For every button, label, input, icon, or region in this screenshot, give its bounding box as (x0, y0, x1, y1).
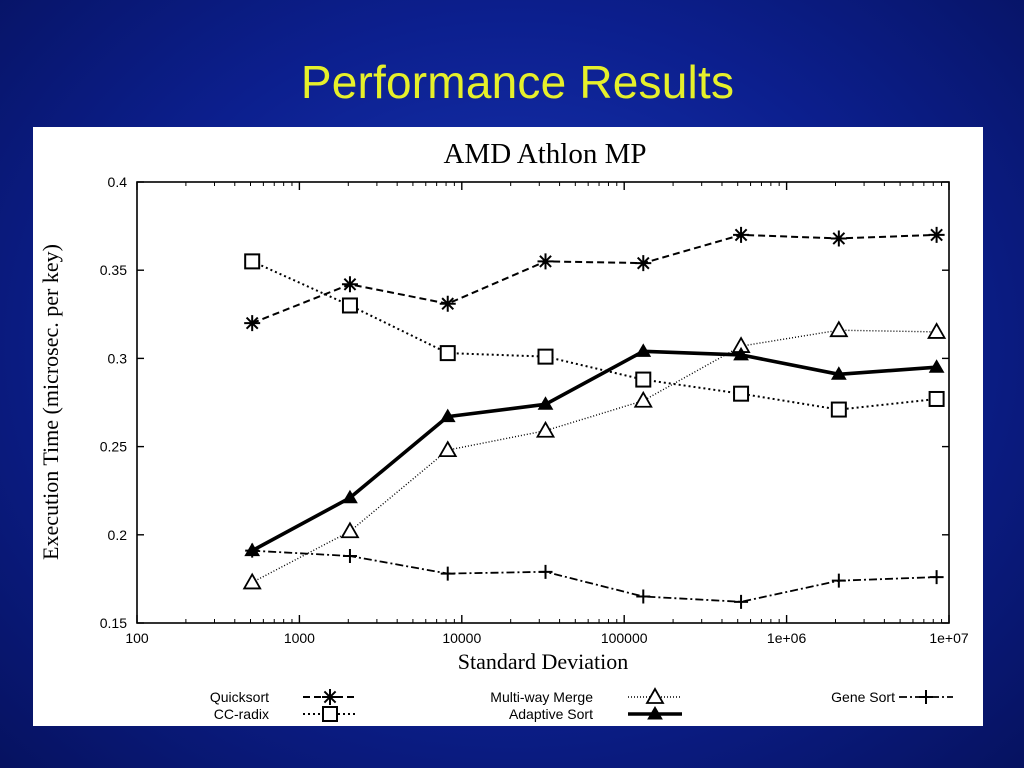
y-tick-label: 0.3 (108, 350, 128, 366)
series-line-cc-radix (251, 260, 937, 411)
data-point-multi-way-merge (829, 320, 849, 338)
data-point-multi-way-merge (633, 390, 653, 408)
plot-frame (136, 181, 950, 624)
data-point-cc-radix (733, 385, 750, 402)
legend-marker (322, 689, 338, 705)
data-point-multi-way-merge (535, 420, 556, 438)
data-point-quicksort (537, 253, 554, 270)
data-point-quicksort (341, 276, 358, 293)
y-tick-label: 0.15 (100, 615, 127, 631)
y-tick-label: 0.2 (108, 527, 128, 543)
data-point-gene-sort (440, 566, 455, 581)
legend-label: Gene Sort (831, 689, 895, 705)
slide-title: Performance Results (300, 56, 735, 108)
chart-figure: AMD Athlon MP Standard Deviation Executi… (33, 127, 983, 726)
legend-marker (645, 687, 665, 704)
data-point-gene-sort (734, 594, 749, 609)
legend-item-gene-sort: Gene Sort (831, 689, 953, 705)
legend-marker (322, 706, 338, 722)
data-point-quicksort (244, 315, 261, 332)
data-point-gene-sort (538, 564, 553, 579)
x-axis-label: Standard Deviation (458, 649, 628, 674)
x-tick-label: 1e+07 (929, 630, 969, 646)
data-point-quicksort (635, 255, 652, 272)
data-point-adaptive-sort (635, 343, 652, 357)
x-tick-label: 1e+06 (767, 630, 807, 646)
data-point-gene-sort (929, 570, 944, 585)
data-point-gene-sort (342, 548, 357, 563)
data-point-cc-radix (537, 348, 554, 365)
data-point-quicksort (830, 230, 847, 247)
series-line-gene-sort (252, 549, 937, 603)
y-axis-label: Execution Time (microsec. per key) (38, 244, 63, 560)
legend-item-quicksort: Quicksort (210, 689, 357, 705)
series-adaptive-sort (244, 343, 945, 557)
series-quicksort (244, 226, 945, 332)
x-tick-label: 1000 (284, 630, 315, 646)
series-multi-way-merge (242, 320, 947, 590)
data-point-cc-radix (635, 371, 652, 388)
legend-item-cc-radix: CC-radix (214, 706, 357, 722)
legend-item-multi-way-merge: Multi-way Merge (490, 687, 682, 705)
legend-label: Quicksort (210, 689, 269, 705)
data-point-multi-way-merge (242, 572, 262, 590)
line-chart: AMD Athlon MP Standard Deviation Executi… (38, 138, 969, 722)
data-point-cc-radix (439, 345, 456, 362)
legend-label: Multi-way Merge (490, 689, 593, 705)
x-tick-label: 10000 (442, 630, 481, 646)
legend-marker (919, 690, 933, 704)
data-point-cc-radix (830, 401, 847, 418)
data-point-quicksort (439, 295, 456, 312)
data-point-adaptive-sort (928, 359, 945, 373)
legend-item-adaptive-sort: Adaptive Sort (509, 706, 682, 722)
data-point-adaptive-sort (830, 366, 847, 380)
data-point-cc-radix (341, 297, 358, 314)
data-point-adaptive-sort (537, 396, 554, 410)
y-tick-label: 0.4 (108, 174, 128, 190)
y-tick-label: 0.35 (100, 262, 127, 278)
data-point-multi-way-merge (927, 322, 947, 339)
data-point-quicksort (928, 226, 945, 243)
series-line-adaptive-sort (251, 349, 937, 553)
series-gene-sort (245, 543, 944, 609)
y-tick-label: 0.25 (100, 439, 127, 455)
data-point-multi-way-merge (340, 521, 360, 539)
legend-marker (647, 706, 663, 720)
data-point-gene-sort (636, 589, 651, 604)
data-point-cc-radix (244, 253, 261, 270)
x-tick-label: 100 (125, 630, 149, 646)
legend-label: CC-radix (214, 706, 269, 722)
data-point-gene-sort (245, 543, 260, 558)
data-point-gene-sort (831, 573, 846, 588)
series-cc-radix (244, 253, 945, 418)
data-point-quicksort (733, 226, 750, 243)
data-point-cc-radix (928, 390, 945, 407)
axes: 0.15 0.2 0.25 0.3 0.35 0.4 100 1000 10000 100000 1… (100, 174, 969, 646)
x-tick-label: 100000 (601, 630, 648, 646)
data-point-adaptive-sort (342, 489, 358, 504)
series-line-quicksort (251, 233, 937, 325)
series-line-multi-way-merge (251, 329, 937, 584)
data-point-multi-way-merge (438, 440, 458, 458)
plot-area (242, 226, 947, 609)
data-point-adaptive-sort (733, 346, 749, 361)
chart-title: AMD Athlon MP (443, 138, 646, 170)
data-point-adaptive-sort (439, 408, 456, 423)
legend-label: Adaptive Sort (509, 706, 593, 722)
